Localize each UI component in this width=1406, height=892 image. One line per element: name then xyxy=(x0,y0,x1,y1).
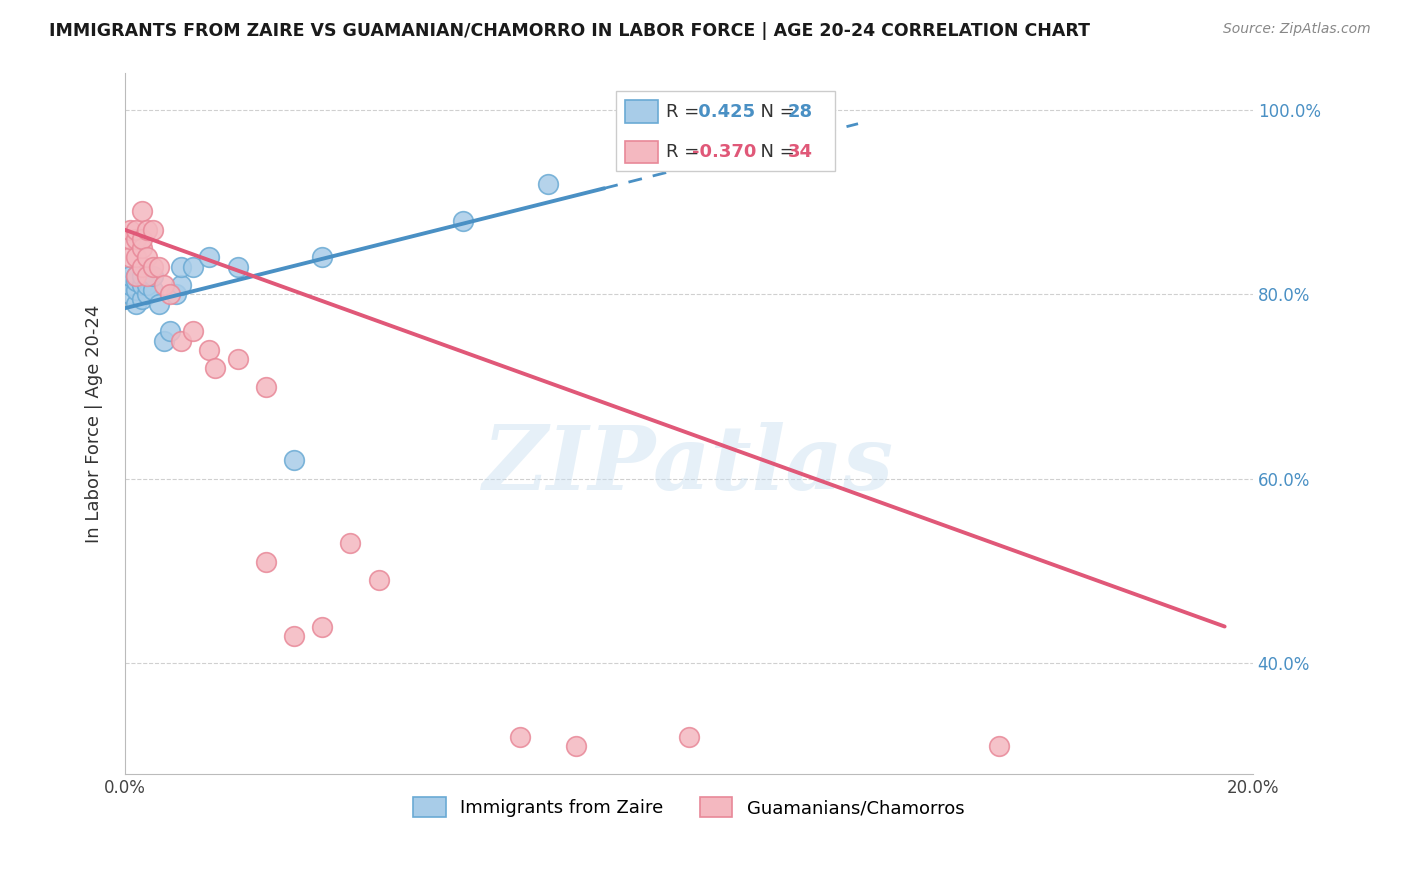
Text: Source: ZipAtlas.com: Source: ZipAtlas.com xyxy=(1223,22,1371,37)
Point xyxy=(131,278,153,293)
Point xyxy=(311,251,333,265)
Point xyxy=(153,278,176,293)
Point xyxy=(153,334,176,348)
FancyBboxPatch shape xyxy=(616,90,835,171)
Point xyxy=(120,251,142,265)
Point xyxy=(131,268,153,283)
Point xyxy=(283,629,305,643)
Point xyxy=(254,555,277,569)
Point xyxy=(170,278,193,293)
Point xyxy=(283,453,305,467)
Point xyxy=(198,343,221,357)
Text: IMMIGRANTS FROM ZAIRE VS GUAMANIAN/CHAMORRO IN LABOR FORCE | AGE 20-24 CORRELATI: IMMIGRANTS FROM ZAIRE VS GUAMANIAN/CHAMO… xyxy=(49,22,1090,40)
Point xyxy=(226,351,249,366)
Point xyxy=(142,283,165,297)
Text: N =: N = xyxy=(748,144,800,161)
Point xyxy=(142,268,165,283)
Point xyxy=(125,223,148,237)
Point xyxy=(198,251,221,265)
FancyBboxPatch shape xyxy=(624,141,658,163)
Text: ZIPatlas: ZIPatlas xyxy=(484,423,894,508)
Text: -0.370: -0.370 xyxy=(692,144,756,161)
Point xyxy=(537,177,560,191)
Point xyxy=(125,274,148,288)
Point xyxy=(142,223,165,237)
Point xyxy=(125,232,148,246)
Legend: Immigrants from Zaire, Guamanians/Chamorros: Immigrants from Zaire, Guamanians/Chamor… xyxy=(406,789,972,825)
Point xyxy=(678,730,700,744)
Point xyxy=(170,260,193,274)
Point xyxy=(136,278,159,293)
Point xyxy=(125,268,148,283)
Point xyxy=(125,296,148,310)
Point xyxy=(136,223,159,237)
Point xyxy=(142,260,165,274)
Point xyxy=(125,268,148,283)
Text: 34: 34 xyxy=(789,144,813,161)
Point xyxy=(131,204,153,219)
Point xyxy=(339,536,361,550)
Point xyxy=(678,140,700,154)
Point xyxy=(120,232,142,246)
Point xyxy=(131,260,153,274)
Point xyxy=(204,361,226,376)
Point xyxy=(131,292,153,306)
Point xyxy=(148,296,170,310)
Point xyxy=(148,260,170,274)
Point xyxy=(131,241,153,255)
Text: N =: N = xyxy=(748,103,800,120)
Text: R =: R = xyxy=(666,144,706,161)
Point xyxy=(136,268,159,283)
Point xyxy=(136,287,159,301)
Point xyxy=(226,260,249,274)
Point xyxy=(125,283,148,297)
Point xyxy=(367,574,389,588)
Point xyxy=(170,334,193,348)
Point xyxy=(120,287,142,301)
Point xyxy=(254,379,277,393)
Point xyxy=(165,287,187,301)
Point xyxy=(181,260,204,274)
FancyBboxPatch shape xyxy=(624,100,658,123)
Point xyxy=(451,213,474,227)
Y-axis label: In Labor Force | Age 20-24: In Labor Force | Age 20-24 xyxy=(86,304,103,542)
Point xyxy=(125,251,148,265)
Point xyxy=(509,730,531,744)
Point xyxy=(136,251,159,265)
Point xyxy=(565,739,588,754)
Point xyxy=(131,232,153,246)
Point xyxy=(159,287,181,301)
Point xyxy=(988,739,1011,754)
Point xyxy=(120,223,142,237)
Text: R =: R = xyxy=(666,103,706,120)
Point xyxy=(120,278,142,293)
Text: 28: 28 xyxy=(789,103,813,120)
Point xyxy=(181,324,204,338)
Point xyxy=(159,324,181,338)
Text: 0.425: 0.425 xyxy=(692,103,755,120)
Point xyxy=(311,619,333,633)
Point xyxy=(120,268,142,283)
